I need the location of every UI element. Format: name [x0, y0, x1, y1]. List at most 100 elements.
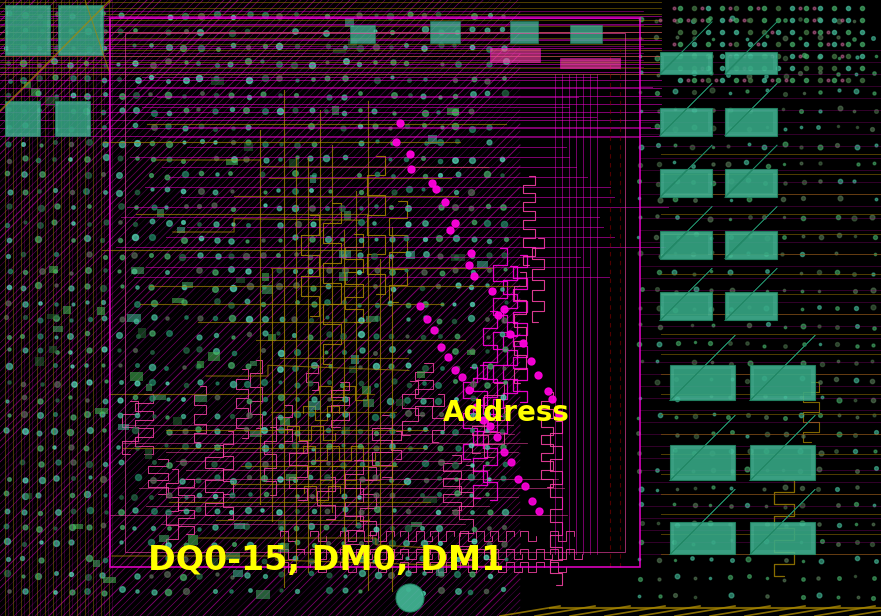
- Bar: [411, 522, 422, 527]
- Bar: [63, 306, 70, 314]
- Bar: [8, 103, 37, 132]
- Bar: [560, 58, 620, 68]
- Bar: [35, 357, 44, 367]
- Bar: [308, 401, 322, 410]
- Bar: [58, 6, 103, 55]
- Bar: [25, 82, 31, 87]
- Bar: [670, 365, 735, 400]
- Bar: [61, 9, 100, 52]
- Bar: [448, 108, 459, 115]
- Bar: [490, 47, 540, 62]
- Bar: [244, 143, 253, 151]
- Bar: [278, 521, 285, 530]
- Bar: [226, 160, 238, 164]
- Bar: [428, 136, 437, 144]
- Bar: [729, 111, 773, 132]
- Bar: [406, 251, 416, 259]
- Bar: [664, 296, 708, 317]
- Bar: [95, 408, 107, 414]
- Bar: [31, 87, 40, 96]
- Bar: [173, 298, 184, 303]
- Bar: [280, 418, 290, 426]
- Bar: [660, 293, 712, 320]
- Bar: [364, 400, 374, 407]
- Bar: [660, 231, 712, 259]
- Bar: [670, 522, 735, 554]
- Bar: [342, 428, 350, 435]
- Bar: [339, 250, 351, 257]
- Bar: [54, 326, 63, 332]
- Bar: [250, 431, 262, 437]
- Bar: [660, 169, 712, 197]
- Bar: [211, 78, 225, 85]
- Bar: [255, 590, 270, 599]
- Text: Address: Address: [443, 399, 570, 427]
- Bar: [226, 552, 241, 560]
- Bar: [278, 543, 289, 552]
- Bar: [423, 496, 437, 503]
- Bar: [234, 523, 245, 529]
- Bar: [118, 424, 129, 429]
- Bar: [138, 328, 146, 338]
- Bar: [174, 416, 182, 425]
- Bar: [289, 158, 300, 168]
- Bar: [725, 169, 777, 197]
- Bar: [196, 395, 207, 402]
- Bar: [25, 493, 32, 498]
- Bar: [250, 361, 257, 367]
- Bar: [125, 33, 625, 552]
- Bar: [130, 371, 143, 381]
- Bar: [348, 39, 357, 49]
- Bar: [366, 316, 378, 322]
- Bar: [349, 367, 357, 373]
- Bar: [417, 371, 426, 378]
- Bar: [145, 449, 152, 459]
- Bar: [159, 535, 169, 541]
- Bar: [5, 100, 40, 136]
- Bar: [570, 25, 602, 43]
- Bar: [110, 18, 640, 567]
- Bar: [127, 314, 141, 322]
- Bar: [350, 25, 375, 43]
- Bar: [47, 96, 59, 106]
- Bar: [725, 108, 777, 136]
- Bar: [233, 570, 243, 577]
- Bar: [48, 267, 57, 273]
- Bar: [8, 9, 47, 52]
- Bar: [55, 100, 90, 136]
- Bar: [754, 450, 811, 477]
- Bar: [664, 235, 708, 255]
- Bar: [5, 6, 50, 55]
- Bar: [345, 18, 354, 27]
- Text: DQ0-15, DM0, DM1: DQ0-15, DM0, DM1: [148, 544, 504, 577]
- Bar: [47, 314, 59, 319]
- Bar: [209, 558, 218, 566]
- Bar: [73, 524, 83, 529]
- Bar: [660, 52, 712, 74]
- Bar: [660, 108, 712, 136]
- Bar: [145, 384, 152, 391]
- Bar: [154, 395, 166, 400]
- Bar: [339, 272, 348, 282]
- Bar: [754, 527, 811, 551]
- Bar: [362, 386, 371, 394]
- Bar: [729, 173, 773, 193]
- Bar: [451, 254, 464, 262]
- Bar: [103, 577, 116, 583]
- Bar: [729, 296, 773, 317]
- Bar: [664, 56, 708, 70]
- Bar: [262, 285, 273, 294]
- Bar: [310, 176, 316, 184]
- Bar: [436, 566, 444, 576]
- Bar: [674, 527, 731, 551]
- Bar: [196, 360, 204, 368]
- Bar: [236, 277, 245, 283]
- Bar: [396, 399, 405, 406]
- Bar: [208, 352, 220, 361]
- Bar: [268, 334, 276, 341]
- Bar: [467, 350, 475, 355]
- Bar: [510, 21, 538, 43]
- Bar: [430, 21, 460, 43]
- Bar: [285, 474, 298, 480]
- Bar: [754, 370, 811, 397]
